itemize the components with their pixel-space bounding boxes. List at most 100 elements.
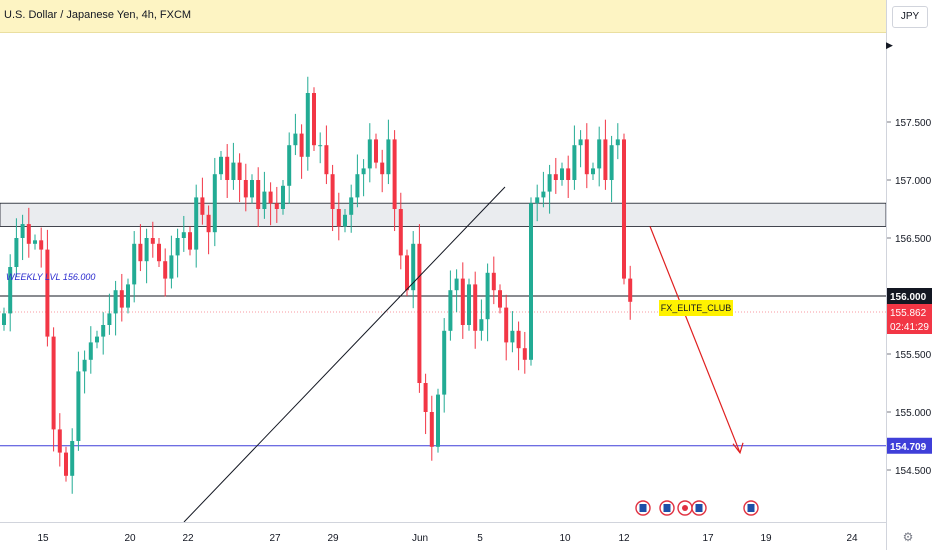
x-tick-label: 17	[702, 533, 714, 544]
candle-body	[429, 412, 434, 447]
y-tick-label: 155.500	[895, 350, 932, 361]
candle-body	[535, 197, 540, 204]
candle-body	[398, 209, 403, 256]
candle-body	[163, 261, 168, 279]
candle-body	[522, 348, 527, 360]
candle-body	[566, 168, 571, 180]
currency-selector[interactable]: JPY	[892, 6, 928, 28]
x-tick-label: 10	[559, 533, 571, 544]
countdown-badge: 02:41:29	[890, 322, 929, 333]
forecast-arrow-line	[649, 226, 741, 454]
candle-body	[51, 336, 56, 430]
candle-body	[504, 307, 509, 343]
candle-body	[622, 139, 626, 279]
candle-body	[70, 441, 75, 476]
candle-body	[250, 180, 254, 198]
x-tick-label: 5	[477, 533, 483, 544]
candle-body	[473, 284, 478, 331]
forecast-arrow-head	[732, 442, 744, 455]
y-tick-label: 156.500	[895, 234, 932, 245]
candle-body	[442, 330, 447, 395]
x-tick-label: 29	[327, 533, 339, 544]
candle-body	[188, 232, 192, 250]
candle-body	[64, 452, 68, 476]
resistance-zone	[0, 202, 886, 227]
candle-body	[212, 174, 217, 233]
candle-body	[597, 139, 602, 169]
settings-gear-icon[interactable]: ⚙	[902, 530, 914, 544]
x-tick-label: 27	[269, 533, 281, 544]
trendline	[183, 186, 506, 522]
candle-body	[157, 243, 161, 262]
candle-body	[287, 145, 292, 186]
candle-body	[299, 133, 304, 157]
candle-body	[225, 156, 230, 180]
candle-body	[343, 214, 347, 227]
candles-group	[2, 76, 633, 494]
title-bar: U.S. Dollar / Japanese Yen, 4h, FXCM	[0, 0, 886, 33]
collapse-arrow-icon[interactable]: ▶	[886, 40, 893, 50]
y-tick-label: 157.000	[895, 176, 932, 187]
candle-body	[454, 278, 459, 291]
price-badge-low: 154.709	[890, 442, 927, 453]
candle-body	[95, 336, 99, 343]
chart-title: U.S. Dollar / Japanese Yen, 4h, FXCM	[4, 9, 192, 21]
candle-body	[479, 319, 484, 331]
x-tick-label: 20	[124, 533, 136, 544]
event-flag-icon	[639, 504, 647, 512]
price-badge-156-bg	[887, 288, 932, 304]
candle-body	[76, 371, 81, 441]
candle-body	[256, 180, 261, 209]
candle-body	[361, 168, 366, 175]
candle-body	[33, 240, 37, 244]
candle-body	[293, 133, 298, 146]
candle-body	[45, 249, 50, 337]
candle-body	[392, 139, 397, 209]
trendline-group	[183, 186, 744, 522]
candle-body	[516, 330, 521, 349]
candle-body	[628, 278, 633, 302]
current-price-badge: 155.862	[890, 308, 927, 319]
candle-body	[572, 145, 577, 180]
time-axis[interactable]: 15 20 22 27 29 Jun 5 10 12 17 19 24	[0, 522, 886, 551]
candle-body	[57, 429, 62, 453]
candle-body	[2, 313, 6, 325]
price-axis[interactable]: 154.500 155.000 155.500 156.000 156.500 157.0…	[886, 0, 932, 550]
candle-body	[14, 238, 19, 267]
candle-body	[553, 174, 558, 180]
candle-body	[460, 278, 465, 325]
candle-body	[138, 243, 143, 262]
candle-body	[411, 243, 416, 291]
candle-body	[491, 272, 496, 291]
candle-body	[498, 290, 502, 308]
candle-body	[150, 238, 155, 244]
candle-body	[423, 383, 428, 412]
candle-body	[355, 174, 360, 198]
candle-body	[231, 162, 236, 180]
candle-body	[144, 238, 149, 262]
candle-body	[107, 313, 112, 325]
candle-body	[448, 290, 453, 331]
candle-body	[547, 174, 552, 192]
candle-body	[262, 191, 267, 209]
candle-body	[88, 342, 93, 360]
candle-body	[324, 145, 329, 175]
x-tick-label: 12	[618, 533, 630, 544]
time-axis-svg: 15 20 22 27 29 Jun 5 10 12 17 19 24	[37, 533, 858, 544]
x-tick-label: 15	[37, 533, 49, 544]
candle-body	[132, 243, 137, 285]
candle-body	[584, 139, 589, 175]
candle-body	[541, 191, 546, 198]
candle-body	[200, 197, 205, 215]
price-chart[interactable]	[0, 0, 886, 522]
candle-body	[268, 191, 273, 204]
candle-body	[274, 203, 279, 209]
candle-body	[529, 203, 533, 360]
candle-body	[436, 394, 440, 447]
candle-body	[615, 139, 620, 146]
candle-body	[8, 267, 13, 314]
candle-body	[169, 255, 174, 279]
candle-body	[26, 224, 31, 244]
candle-body	[609, 145, 614, 180]
